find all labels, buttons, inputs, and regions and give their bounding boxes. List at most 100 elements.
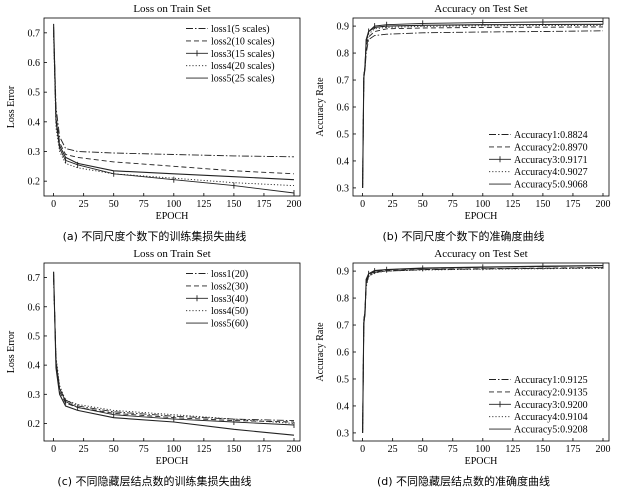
- legend-label-3: Accuracy3:0.9171: [514, 155, 588, 166]
- x-tick-label: 150: [226, 199, 241, 210]
- x-axis-label: EPOCH: [465, 211, 498, 222]
- y-tick-label: 0.7: [337, 76, 350, 87]
- y-tick-label: 0.6: [28, 302, 41, 313]
- x-tick-label: 0: [360, 444, 365, 455]
- x-tick-label: 25: [79, 199, 89, 210]
- y-tick-label: 0.7: [337, 321, 350, 332]
- caption-a: (a) 不同尺度个数下的训练集损失曲线: [62, 230, 247, 243]
- x-tick-label: 200: [595, 199, 610, 210]
- chart-title: Loss on Train Set: [133, 3, 210, 15]
- chart-panel-c: Loss on Train Set 0 25 50 75 100 125 150 175 200 0…: [0, 245, 309, 490]
- caption-b: (b) 不同尺度个数下的准确度曲线: [382, 230, 545, 243]
- legend-label-1: Accuracy1:0.9125: [514, 375, 588, 386]
- y-tick-label: 0.4: [28, 117, 41, 128]
- x-tick-label: 125: [505, 444, 520, 455]
- x-tick-label: 150: [226, 444, 241, 455]
- series-line-5: [362, 23, 604, 188]
- legend-label-1: loss1(5 scales): [211, 24, 270, 35]
- x-tick-label: 50: [418, 444, 428, 455]
- legend-label-5: Accuracy5:0.9208: [514, 425, 588, 436]
- x-tick-label: 175: [565, 444, 580, 455]
- y-tick-label: 0.9: [337, 267, 350, 278]
- x-axis-label: EPOCH: [465, 456, 498, 467]
- y-axis-label: Accuracy Rate: [315, 77, 326, 137]
- x-tick-label: 200: [286, 444, 301, 455]
- chart-accuracy-scales: Accuracy on Test Set 0 25 50 75 100 125 150 175 2…: [315, 3, 610, 222]
- y-tick-label: 0.7: [28, 273, 41, 284]
- chart-title: Accuracy on Test Set: [434, 3, 527, 15]
- x-tick-label: 25: [388, 199, 398, 210]
- x-axis-label: EPOCH: [156, 211, 189, 222]
- x-tick-label: 50: [418, 199, 428, 210]
- x-tick-label: 200: [286, 199, 301, 210]
- chart-panel-d: Accuracy on Test Set 0 25 50 75 100 125 150 175 2…: [309, 245, 618, 490]
- series-line-2: [53, 271, 295, 423]
- x-tick-label: 100: [475, 199, 490, 210]
- x-tick-label: 175: [256, 444, 271, 455]
- y-tick-label: 0.2: [28, 177, 41, 188]
- y-tick-label: 0.4: [28, 361, 41, 372]
- legend-label-4: Accuracy4:0.9027: [514, 167, 588, 178]
- legend-label-5: Accuracy5:0.9068: [514, 180, 588, 191]
- x-tick-label: 0: [51, 444, 56, 455]
- series-line-3: [53, 274, 295, 426]
- x-tick-label: 175: [565, 199, 580, 210]
- x-axis-label: EPOCH: [156, 456, 189, 467]
- x-tick-label: 25: [388, 444, 398, 455]
- y-axis-label: Loss Error: [6, 330, 17, 373]
- x-tick-label: 75: [448, 444, 458, 455]
- chart-title: Accuracy on Test Set: [434, 248, 527, 260]
- y-tick-label: 0.5: [337, 374, 350, 385]
- y-tick-label: 0.3: [337, 183, 350, 194]
- x-tick-label: 100: [166, 199, 181, 210]
- legend-label-5: loss5(60): [211, 319, 248, 330]
- caption-d: (d) 不同隐藏层结点数的准确度曲线: [376, 475, 551, 488]
- legend-label-3: loss3(40): [211, 294, 248, 305]
- x-tick-label: 100: [475, 444, 490, 455]
- legend-label-1: Accuracy1:0.8824: [514, 130, 588, 141]
- legend-label-3: Accuracy3:0.9200: [514, 400, 588, 411]
- x-tick-label: 0: [360, 199, 365, 210]
- chart-loss-scales: Loss on Train Set 0 25 50 75 100 125 150 175 200 0…: [6, 3, 301, 222]
- x-tick-label: 75: [139, 444, 149, 455]
- chart-accuracy-hidden: Accuracy on Test Set 0 25 50 75 100 125 150 175 2…: [315, 248, 610, 467]
- legend-label-3: loss3(15 scales): [211, 49, 275, 60]
- x-tick-label: 125: [196, 199, 211, 210]
- legend-label-2: loss2(10 scales): [211, 36, 275, 47]
- y-tick-label: 0.6: [28, 58, 41, 69]
- legend-label-2: Accuracy2:0.8970: [514, 142, 588, 153]
- x-tick-label: 50: [109, 199, 119, 210]
- y-tick-label: 0.2: [28, 419, 41, 430]
- legend-label-2: Accuracy2:0.9135: [514, 387, 588, 398]
- series-line-1: [53, 26, 295, 158]
- x-tick-label: 125: [196, 444, 211, 455]
- chart-loss-hidden: Loss on Train Set 0 25 50 75 100 125 150 175 200 0…: [6, 248, 301, 467]
- y-tick-label: 0.9: [337, 22, 350, 33]
- chart-panel-b: Accuracy on Test Set 0 25 50 75 100 125 150 175 2…: [309, 0, 618, 245]
- series-line-1: [53, 277, 295, 422]
- y-tick-label: 0.3: [28, 390, 41, 401]
- series-line-4: [53, 35, 295, 187]
- x-tick-label: 150: [535, 444, 550, 455]
- series-line-5: [362, 264, 604, 433]
- y-tick-label: 0.5: [28, 331, 41, 342]
- y-tick-label: 0.5: [28, 88, 41, 99]
- x-tick-label: 200: [595, 444, 610, 455]
- y-axis-label: Accuracy Rate: [315, 322, 326, 382]
- chart-title: Loss on Train Set: [133, 248, 210, 260]
- chart-panel-a: Loss on Train Set 0 25 50 75 100 125 150 175 200 0…: [0, 0, 309, 245]
- y-tick-label: 0.3: [28, 147, 41, 158]
- series-line-5: [53, 271, 295, 436]
- y-tick-label: 0.5: [337, 129, 350, 140]
- series-line-4: [53, 280, 295, 424]
- legend-label-1: loss1(20): [211, 269, 248, 280]
- plot-frame: [43, 262, 301, 442]
- x-tick-label: 175: [256, 199, 271, 210]
- y-tick-label: 0.8: [337, 294, 350, 305]
- x-tick-label: 150: [535, 199, 550, 210]
- y-tick-label: 0.4: [337, 156, 350, 167]
- plot-frame: [43, 17, 301, 197]
- y-tick-label: 0.3: [337, 428, 350, 439]
- y-tick-label: 0.4: [337, 401, 350, 412]
- x-tick-label: 75: [139, 199, 149, 210]
